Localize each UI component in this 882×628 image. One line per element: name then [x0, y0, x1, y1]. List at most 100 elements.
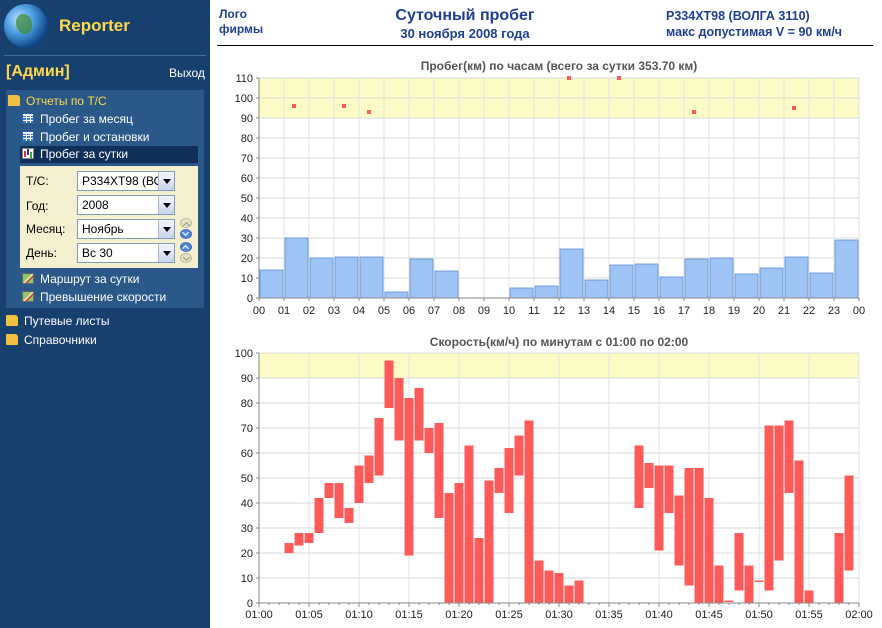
max-speed-point — [292, 104, 296, 108]
x-tick-label: 18 — [703, 305, 715, 317]
y-tick-label: 50 — [241, 473, 253, 485]
vehicle-select[interactable]: Р334ХТ98 (ВОЛГА 3110) — [77, 171, 175, 191]
x-tick-label: 01:00 — [245, 609, 273, 621]
x-tick-label: 17 — [678, 305, 690, 317]
y-tick-label: 90 — [241, 373, 253, 385]
max-speed-point — [367, 110, 371, 114]
folder-open-icon — [8, 95, 20, 106]
mileage-bar — [784, 256, 809, 299]
chevron-down-icon[interactable] — [158, 220, 174, 238]
overspeed-band — [259, 78, 859, 118]
year-label: Год: — [26, 199, 49, 213]
table-icon — [22, 113, 34, 124]
speed-bar — [774, 425, 784, 561]
vehicle-info: Р334ХТ98 (ВОЛГА 3110) макс допустимая V … — [666, 8, 842, 40]
x-tick-label: 19 — [728, 305, 740, 317]
y-tick-label: 70 — [241, 423, 253, 435]
day-select[interactable]: Вс 30 — [77, 243, 175, 263]
menu-item-daily-mileage[interactable]: Пробег за сутки — [20, 146, 198, 163]
y-tick-label: 110 — [235, 73, 253, 85]
x-tick-label: 01 — [278, 305, 290, 317]
menu-item-speeding[interactable]: Превышение скорости — [22, 289, 166, 306]
globe-logo-icon — [4, 4, 48, 48]
y-tick-label: 80 — [241, 133, 253, 145]
month-select[interactable]: Ноябрь — [77, 219, 175, 239]
speed-bar — [474, 538, 484, 603]
speed-bar — [524, 420, 534, 603]
speed-bar — [744, 565, 754, 603]
logout-link[interactable]: Выход — [169, 66, 205, 80]
vehicle-name: Р334ХТ98 (ВОЛГА 3110) — [666, 9, 810, 23]
speed-bar — [644, 463, 654, 488]
mileage-bar — [559, 248, 584, 299]
year-select[interactable]: 2008 — [77, 195, 175, 215]
month-label: Месяц: — [26, 222, 66, 236]
y-tick-label: 100 — [235, 93, 253, 105]
mileage-bar — [434, 270, 459, 299]
speed-bar — [564, 585, 574, 603]
day-value: Вс 30 — [82, 246, 113, 260]
max-speed-point — [792, 106, 796, 110]
x-tick-label: 05 — [378, 305, 390, 317]
month-prev-icon[interactable] — [180, 218, 192, 228]
mileage-bar — [534, 285, 559, 299]
menu-directories-folder[interactable]: Справочники — [6, 332, 97, 349]
x-tick-label: 00 — [853, 305, 865, 317]
menu-item-route[interactable]: Маршрут за сутки — [22, 271, 139, 288]
y-tick-label: 60 — [241, 448, 253, 460]
mileage-bar — [284, 237, 309, 299]
chevron-down-icon[interactable] — [158, 172, 174, 190]
speed-bar — [304, 533, 314, 543]
x-tick-label: 16 — [653, 305, 665, 317]
mileage-bar — [259, 269, 284, 299]
report-title: Суточный пробег 30 ноября 2008 года — [340, 7, 590, 41]
app-title: Reporter — [59, 16, 130, 35]
mileage-bar — [734, 273, 759, 299]
menu-item-month-mileage[interactable]: Пробег за месяц — [22, 111, 133, 128]
month-next-icon[interactable] — [180, 229, 192, 239]
menu-item-mileage-stops[interactable]: Пробег и остановки — [22, 129, 149, 146]
speed-bar — [694, 468, 704, 603]
speed-bar — [514, 435, 524, 476]
x-tick-label: 21 — [778, 305, 790, 317]
x-tick-label: 07 — [428, 305, 440, 317]
x-tick-label: 02:00 — [845, 609, 873, 621]
speed-bar — [434, 423, 444, 518]
speed-bar — [704, 498, 714, 603]
speed-bar — [444, 493, 454, 603]
chevron-down-icon[interactable] — [158, 244, 174, 262]
day-prev-icon[interactable] — [180, 242, 192, 252]
mileage-bar — [409, 258, 434, 299]
logo-text-line: Лого — [219, 7, 247, 21]
map-icon — [22, 273, 34, 284]
speed-bar — [764, 425, 774, 591]
company-logo-placeholder: Лого фирмы — [219, 7, 263, 37]
speed-bar — [714, 565, 724, 603]
chart-title: Скорость(км/ч) по минутам с 01:00 по 02:… — [430, 335, 689, 349]
menu-waybills-folder[interactable]: Путевые листы — [6, 313, 110, 330]
x-tick-label: 01:35 — [595, 609, 623, 621]
y-tick-label: 100 — [235, 348, 253, 360]
speed-bar — [674, 495, 684, 566]
mileage-bar — [809, 272, 834, 299]
menu-item-label: Пробег за сутки — [40, 147, 129, 161]
y-tick-label: 0 — [247, 598, 253, 610]
max-speed-point — [567, 76, 571, 80]
mileage-bar — [834, 239, 859, 299]
speed-bar — [534, 560, 544, 603]
x-tick-label: 03 — [328, 305, 340, 317]
y-tick-label: 10 — [241, 573, 253, 585]
speed-bar — [424, 428, 434, 453]
x-tick-label: 10 — [503, 305, 515, 317]
menu-reports-folder[interactable]: Отчеты по Т/С — [8, 93, 107, 110]
day-next-icon[interactable] — [180, 253, 192, 263]
y-tick-label: 90 — [241, 113, 253, 125]
chevron-down-icon[interactable] — [158, 196, 174, 214]
x-tick-label: 01:55 — [795, 609, 823, 621]
mileage-bar — [334, 256, 359, 299]
table-icon — [22, 131, 34, 142]
mileage-bar — [509, 287, 534, 299]
mileage-bar — [759, 267, 784, 299]
x-tick-label: 01:10 — [345, 609, 373, 621]
mileage-bar — [309, 257, 334, 299]
